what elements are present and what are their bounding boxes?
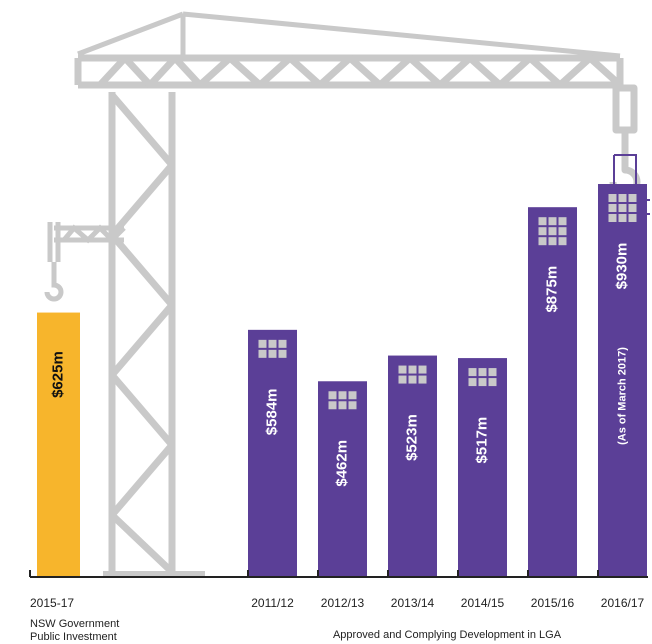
window (398, 365, 407, 374)
window (548, 217, 557, 226)
value-label: $462m (333, 440, 350, 487)
x-tick-label: 2015-17 (30, 596, 74, 610)
window (618, 204, 627, 213)
window (628, 204, 637, 213)
value-label: $625m (49, 351, 66, 398)
x-tick-label: 2016/17 (601, 596, 645, 610)
bar (458, 358, 507, 576)
x-tick-label: 2012/13 (321, 596, 365, 610)
bar (388, 355, 437, 576)
window (478, 368, 487, 377)
window (328, 401, 337, 410)
window (608, 204, 617, 213)
window (408, 375, 417, 384)
value-note: (As of March 2017) (616, 347, 628, 445)
window (478, 378, 487, 387)
window (558, 217, 567, 226)
window (488, 368, 497, 377)
window (538, 217, 547, 226)
window (468, 378, 477, 387)
group-label: NSW Government (30, 618, 119, 630)
value-label: $875m (543, 266, 560, 313)
value-label: $930m (613, 243, 630, 290)
window (338, 391, 347, 400)
window (618, 214, 627, 223)
bar (598, 184, 647, 576)
window (278, 339, 287, 348)
window (538, 227, 547, 236)
bar (248, 329, 297, 576)
window (348, 391, 357, 400)
x-tick-label: 2015/16 (531, 596, 575, 610)
group-label: Public Investment (30, 631, 117, 643)
window (618, 194, 627, 203)
window (628, 194, 637, 203)
group-label: Approved and Complying Development in LG… (333, 629, 562, 641)
bar (318, 381, 367, 576)
window (398, 375, 407, 384)
window (258, 339, 267, 348)
window (468, 368, 477, 377)
window (268, 339, 277, 348)
window (548, 227, 557, 236)
bar (37, 312, 80, 576)
x-tick-label: 2014/15 (461, 596, 505, 610)
window (418, 375, 427, 384)
window (258, 349, 267, 358)
window (418, 365, 427, 374)
x-tick-label: 2011/12 (251, 596, 294, 610)
window (608, 214, 617, 223)
window (408, 365, 417, 374)
window (488, 378, 497, 387)
window (278, 349, 287, 358)
x-tick-label: 2013/14 (391, 596, 435, 610)
window (558, 227, 567, 236)
window (268, 349, 277, 358)
value-label: $523m (403, 414, 420, 461)
window (348, 401, 357, 410)
window (548, 237, 557, 246)
window (628, 214, 637, 223)
bar (528, 207, 577, 576)
window (338, 401, 347, 410)
window (608, 194, 617, 203)
window (538, 237, 547, 246)
value-label: $584m (263, 388, 280, 435)
value-label: $517m (473, 417, 490, 464)
window (328, 391, 337, 400)
window (558, 237, 567, 246)
